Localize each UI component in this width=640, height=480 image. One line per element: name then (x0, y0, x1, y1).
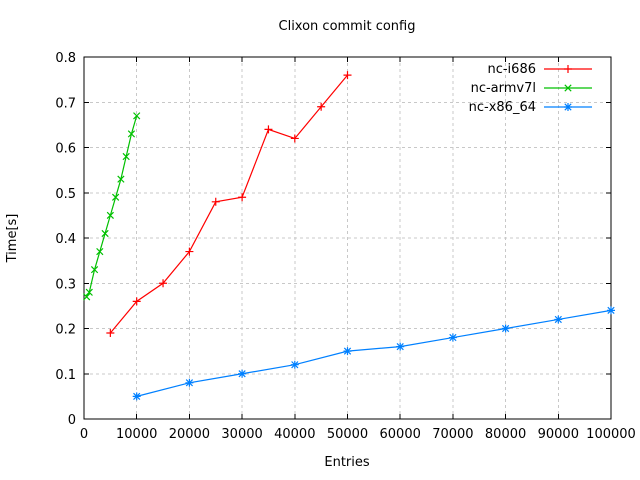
y-tick-label: 0.8 (55, 51, 76, 66)
x-tick-label: 50000 (327, 427, 368, 442)
x-tick-label: 80000 (485, 427, 526, 442)
x-tick-label: 0 (80, 427, 88, 442)
y-tick-label: 0.5 (55, 187, 76, 202)
legend-sample-marker-nc-i686 (564, 65, 572, 73)
legend-label-nc-armv7l: nc-armv7l (471, 81, 536, 96)
series-markers-nc-armv7l (83, 112, 141, 301)
x-tick-label: 90000 (538, 427, 579, 442)
x-tick-label: 30000 (221, 427, 262, 442)
legend-sample-marker-nc-x86_64 (564, 103, 572, 111)
y-axis-label: Time[s] (5, 214, 20, 264)
y-tick-label: 0.1 (55, 368, 76, 383)
legend-label-nc-i686: nc-i686 (487, 62, 536, 77)
y-tick-label: 0 (68, 413, 76, 428)
x-tick-label: 40000 (274, 427, 315, 442)
series-line-nc-i686 (109, 74, 348, 334)
y-tick-label: 0.2 (55, 323, 76, 338)
x-tick-label: 10000 (116, 427, 157, 442)
legend-sample-marker-nc-armv7l (564, 84, 572, 92)
x-tick-label: 100000 (586, 427, 636, 442)
chart-title: Clixon commit config (279, 19, 416, 34)
series-line-nc-x86_64 (136, 309, 612, 397)
y-tick-label: 0.7 (55, 96, 76, 111)
legend-label-nc-x86_64: nc-x86_64 (469, 100, 536, 115)
x-tick-label: 20000 (169, 427, 210, 442)
x-tick-label: 70000 (432, 427, 473, 442)
y-tick-label: 0.4 (55, 232, 76, 247)
series-markers-nc-x86_64 (132, 306, 615, 401)
y-tick-label: 0.3 (55, 277, 76, 292)
x-tick-label: 60000 (380, 427, 421, 442)
x-axis-label: Entries (324, 455, 370, 470)
y-tick-label: 0.6 (55, 142, 76, 157)
series-markers-nc-i686 (106, 71, 352, 338)
